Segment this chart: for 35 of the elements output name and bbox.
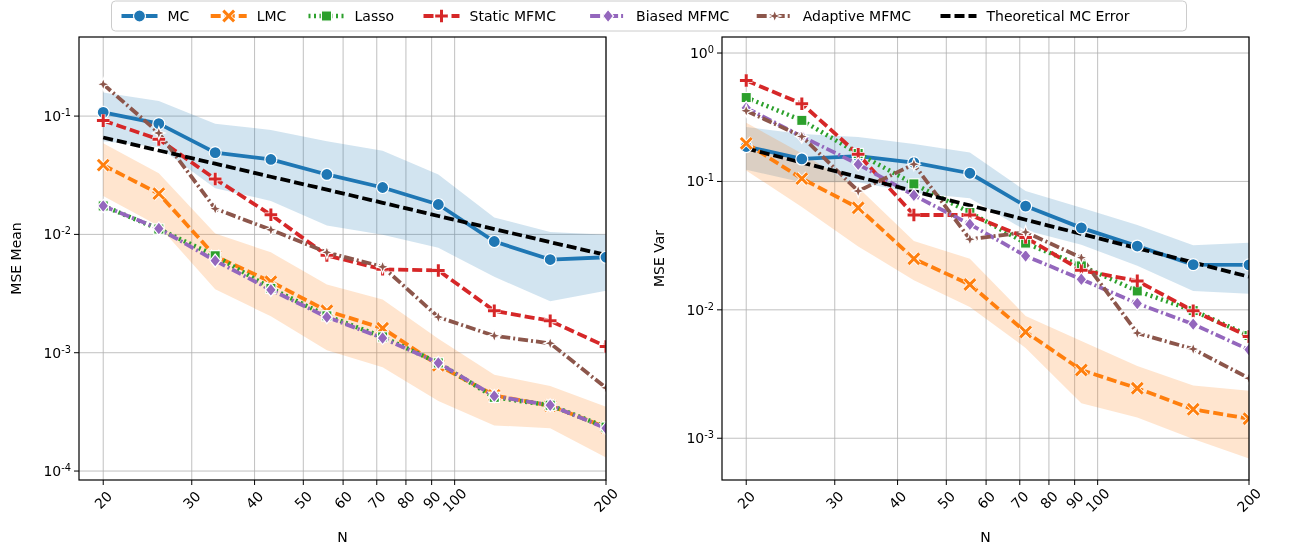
x-tick-label: 50: [291, 488, 316, 512]
y-tick-label: 10$^{-3}$: [686, 428, 714, 447]
y-tick-label: 10$^{-2}$: [43, 224, 71, 243]
x-tick-label: 80: [1036, 488, 1061, 512]
x-tick-label: 80: [393, 488, 418, 512]
y-axis-title: MSE Var: [651, 229, 667, 288]
legend-label: LMC: [256, 8, 287, 24]
legend-label: Static MFMC: [469, 8, 557, 24]
x-tick-label: 60: [331, 488, 356, 512]
x-tick-label: 20: [91, 488, 116, 512]
y-tick-label: 10$^{-4}$: [43, 461, 71, 480]
legend-label: Biased MFMC: [636, 8, 730, 24]
x-tick-label: 200: [590, 484, 622, 516]
x-tick-label: 20: [734, 488, 759, 512]
x-tick-label: 200: [1233, 484, 1265, 516]
x-tick-label: 30: [822, 488, 847, 512]
x-tick-label: 70: [364, 488, 389, 512]
x-tick-label: 30: [179, 488, 204, 512]
legend-label: Theoretical MC Error: [985, 8, 1130, 24]
legend-label: Lasso: [354, 8, 395, 24]
x-axis-title: N: [980, 529, 991, 545]
y-tick-label: 10$^{-1}$: [686, 171, 714, 190]
y-tick-label: 10$^{-2}$: [686, 300, 714, 318]
y-axis-title: MSE Mean: [8, 222, 24, 295]
legend-label: MC: [167, 8, 190, 24]
y-tick-label: 10$^{-3}$: [43, 343, 71, 361]
x-tick-label: 50: [934, 488, 959, 512]
y-tick-label: 10$^{-1}$: [43, 106, 71, 125]
x-tick-label: 70: [1007, 488, 1032, 512]
legend-label: Adaptive MFMC: [802, 8, 912, 24]
y-tick-label: 10$^{0}$: [689, 43, 714, 62]
x-tick-label: 40: [242, 488, 267, 512]
x-axis-title: N: [337, 529, 348, 545]
x-tick-label: 40: [885, 488, 910, 512]
x-tick-label: 60: [974, 488, 999, 512]
